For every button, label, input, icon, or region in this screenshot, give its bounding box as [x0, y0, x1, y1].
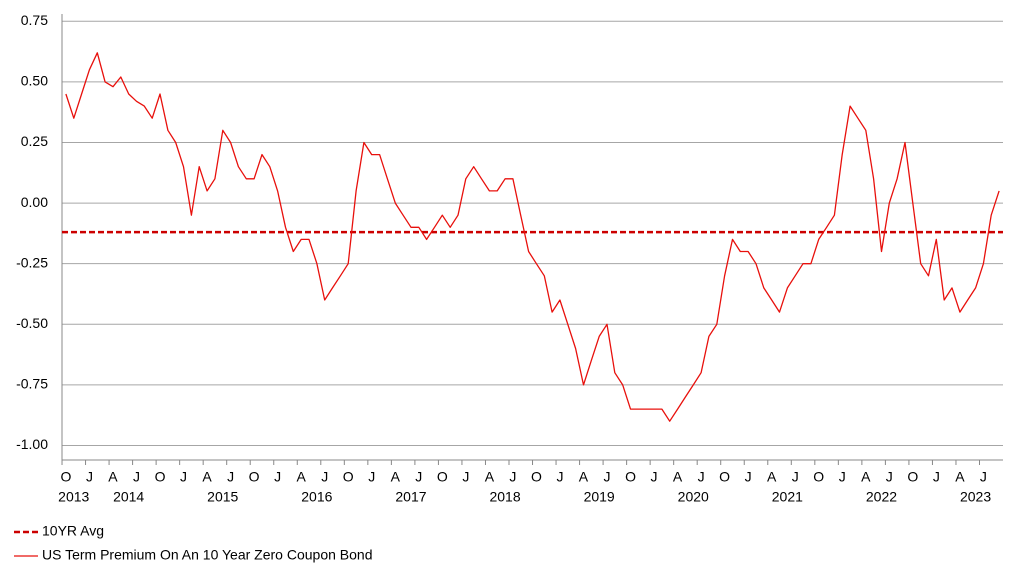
- y-tick-label: 0.75: [21, 12, 48, 28]
- y-tick-label: -0.75: [16, 376, 48, 392]
- x-tick-label: J: [745, 469, 752, 485]
- y-tick-label: -0.50: [16, 315, 48, 331]
- y-tick-label: 0.25: [21, 133, 48, 149]
- x-tick-label: J: [651, 469, 658, 485]
- x-year-label: 2023: [960, 489, 991, 505]
- x-year-label: 2020: [678, 489, 709, 505]
- x-tick-label: O: [249, 469, 260, 485]
- x-tick-label: O: [437, 469, 448, 485]
- x-tick-label: J: [886, 469, 893, 485]
- x-tick-label: O: [343, 469, 354, 485]
- x-tick-label: J: [839, 469, 846, 485]
- x-tick-label: J: [556, 469, 563, 485]
- x-tick-label: O: [719, 469, 730, 485]
- x-tick-label: A: [767, 469, 777, 485]
- x-tick-label: A: [955, 469, 965, 485]
- y-tick-label: -1.00: [16, 436, 48, 452]
- y-tick-label: -0.25: [16, 254, 48, 270]
- x-year-label: 2017: [395, 489, 426, 505]
- y-tick-label: 0.00: [21, 194, 48, 210]
- x-tick-label: J: [933, 469, 940, 485]
- x-year-label: 2018: [489, 489, 520, 505]
- x-tick-label: A: [296, 469, 306, 485]
- x-tick-label: J: [792, 469, 799, 485]
- x-tick-label: A: [861, 469, 871, 485]
- x-tick-label: O: [60, 469, 71, 485]
- legend-label: 10YR Avg: [42, 523, 104, 539]
- x-tick-label: O: [531, 469, 542, 485]
- x-tick-label: J: [462, 469, 469, 485]
- x-tick-label: J: [321, 469, 328, 485]
- x-tick-label: A: [485, 469, 495, 485]
- x-tick-label: O: [155, 469, 166, 485]
- x-tick-label: J: [980, 469, 987, 485]
- x-tick-label: O: [813, 469, 824, 485]
- x-tick-label: J: [274, 469, 281, 485]
- x-tick-label: A: [579, 469, 589, 485]
- x-year-label: 2013: [58, 489, 89, 505]
- x-year-label: 2016: [301, 489, 332, 505]
- x-year-label: 2015: [207, 489, 238, 505]
- x-year-label: 2014: [113, 489, 144, 505]
- x-year-label: 2022: [866, 489, 897, 505]
- x-tick-label: A: [673, 469, 683, 485]
- x-tick-label: O: [625, 469, 636, 485]
- y-tick-label: 0.50: [21, 73, 48, 89]
- x-tick-label: J: [227, 469, 234, 485]
- x-tick-label: A: [202, 469, 212, 485]
- data-line: [65, 52, 1000, 422]
- x-tick-label: J: [86, 469, 93, 485]
- x-tick-label: J: [368, 469, 375, 485]
- x-tick-label: J: [603, 469, 610, 485]
- x-year-label: 2021: [772, 489, 803, 505]
- x-year-label: 2019: [584, 489, 615, 505]
- x-tick-label: J: [415, 469, 422, 485]
- x-tick-label: J: [133, 469, 140, 485]
- x-tick-label: J: [698, 469, 705, 485]
- x-tick-label: A: [108, 469, 118, 485]
- x-tick-label: J: [509, 469, 516, 485]
- x-tick-label: A: [391, 469, 401, 485]
- x-tick-label: J: [180, 469, 187, 485]
- legend-label: US Term Premium On An 10 Year Zero Coupo…: [42, 547, 372, 563]
- x-tick-label: O: [907, 469, 918, 485]
